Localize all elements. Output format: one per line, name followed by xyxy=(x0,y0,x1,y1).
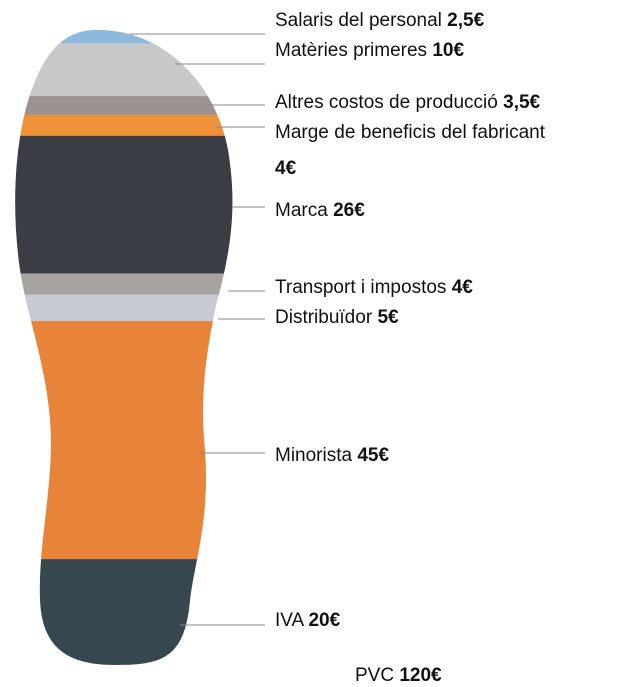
cost-name: Marca xyxy=(275,200,328,221)
cost-name: Transport i impostos xyxy=(275,277,446,298)
sole-band xyxy=(0,321,260,560)
sole-band xyxy=(0,295,260,322)
sole-band xyxy=(0,43,260,96)
cost-name: Salaris del personal xyxy=(275,10,442,31)
total-name: PVC xyxy=(355,665,394,686)
total-label: PVC 120€ xyxy=(355,665,442,687)
total-value: 120€ xyxy=(399,665,441,686)
cost-label: Minorista 45€ xyxy=(275,445,389,467)
cost-value: 20€ xyxy=(308,610,340,631)
infographic: PVC 120€ Salaris del personal 2,5€ Matèri… xyxy=(0,0,624,687)
cost-value: 4€ xyxy=(452,277,473,298)
cost-value: 4€ xyxy=(275,158,296,179)
cost-name: Altres costos de producció xyxy=(275,92,498,113)
sole-band xyxy=(0,559,260,665)
cost-value: 3,5€ xyxy=(503,92,540,113)
cost-label: IVA 20€ xyxy=(275,610,340,632)
cost-name: Minorista xyxy=(275,445,352,466)
cost-label: Marca 26€ xyxy=(275,200,365,222)
cost-label: Salaris del personal 2,5€ xyxy=(275,10,484,32)
cost-label: Transport i impostos 4€ xyxy=(275,277,473,299)
sole-band xyxy=(0,273,260,295)
cost-label: Distribuïdor 5€ xyxy=(275,307,399,329)
cost-name: IVA xyxy=(275,610,303,631)
cost-value: 2,5€ xyxy=(447,10,484,31)
cost-name: Matèries primeres xyxy=(275,40,427,61)
cost-value: 5€ xyxy=(377,307,398,328)
sole-band xyxy=(0,115,260,137)
cost-name: Marge de beneficis del fabricant xyxy=(275,122,545,143)
sole-band xyxy=(0,136,260,274)
cost-name: Distribuïdor xyxy=(275,307,372,328)
cost-label: Altres costos de producció 3,5€ xyxy=(275,92,540,114)
sole-band xyxy=(0,96,260,115)
cost-label: Matèries primeres 10€ xyxy=(275,40,464,62)
cost-value: 26€ xyxy=(333,200,365,221)
cost-value: 10€ xyxy=(432,40,464,61)
sole-band xyxy=(0,30,260,44)
cost-value: 45€ xyxy=(357,445,389,466)
cost-label: Marge de beneficis del fabricant 4€ xyxy=(275,115,545,187)
sole xyxy=(0,30,260,666)
